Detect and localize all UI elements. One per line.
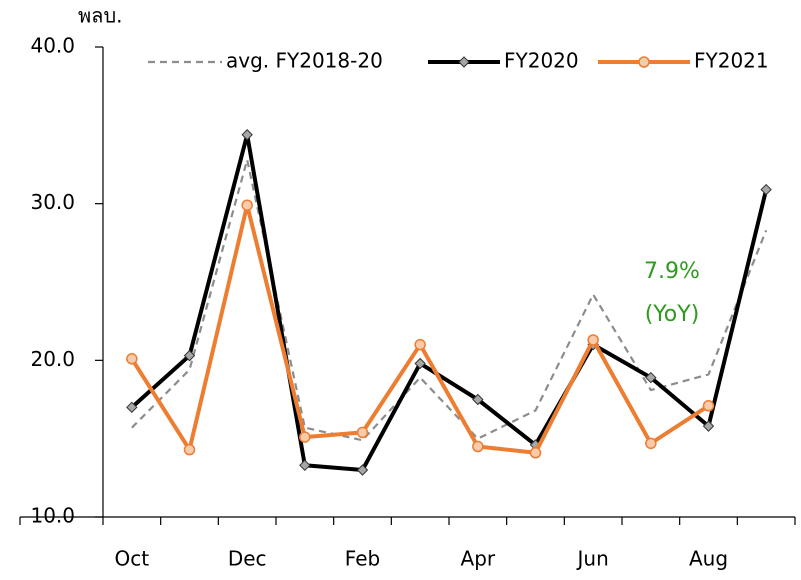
point-marker: [183, 443, 196, 456]
point-marker: [587, 334, 599, 346]
x-tick-label: Aug: [689, 547, 728, 571]
point-marker: [760, 183, 772, 196]
legend-label: avg. FY2018-20: [226, 49, 383, 73]
point-marker: [299, 431, 311, 443]
x-tick-label: Jun: [576, 547, 609, 571]
y-tick-label: 40.0: [30, 34, 75, 58]
annotation: 7.9%: [644, 259, 700, 284]
point-marker: [702, 420, 715, 432]
point-marker: [241, 129, 253, 141]
legend-marker: [458, 56, 470, 68]
point-marker: [472, 440, 484, 453]
x-tick-label: Apr: [461, 547, 496, 571]
y-tick-label: 20.0: [30, 347, 75, 371]
legend-label: FY2021: [694, 49, 769, 73]
series-line: [130, 132, 769, 472]
point-marker: [414, 338, 426, 351]
point-marker: [126, 353, 138, 365]
annotation: (YoY): [645, 302, 700, 327]
point-marker: [645, 371, 657, 384]
point-marker: [241, 199, 253, 211]
point-marker: [126, 401, 138, 414]
legend-label: FY2020: [504, 49, 579, 73]
x-tick-label: Dec: [228, 547, 267, 571]
legend-marker: [638, 56, 650, 68]
point-marker: [356, 464, 369, 476]
x-tick-label: Feb: [345, 547, 380, 571]
point-marker: [702, 400, 715, 412]
point-marker: [183, 349, 196, 362]
point-marker: [299, 459, 311, 472]
point-marker: [472, 393, 484, 406]
x-tick-label: Oct: [115, 547, 150, 571]
point-marker: [645, 437, 657, 450]
y-tick-label: 30.0: [30, 190, 75, 214]
y-tick-label: 10.0: [30, 504, 75, 528]
point-marker: [356, 426, 369, 439]
unit-label: พลบ.: [78, 4, 123, 28]
point-marker: [529, 447, 542, 459]
point-marker: [414, 357, 426, 370]
